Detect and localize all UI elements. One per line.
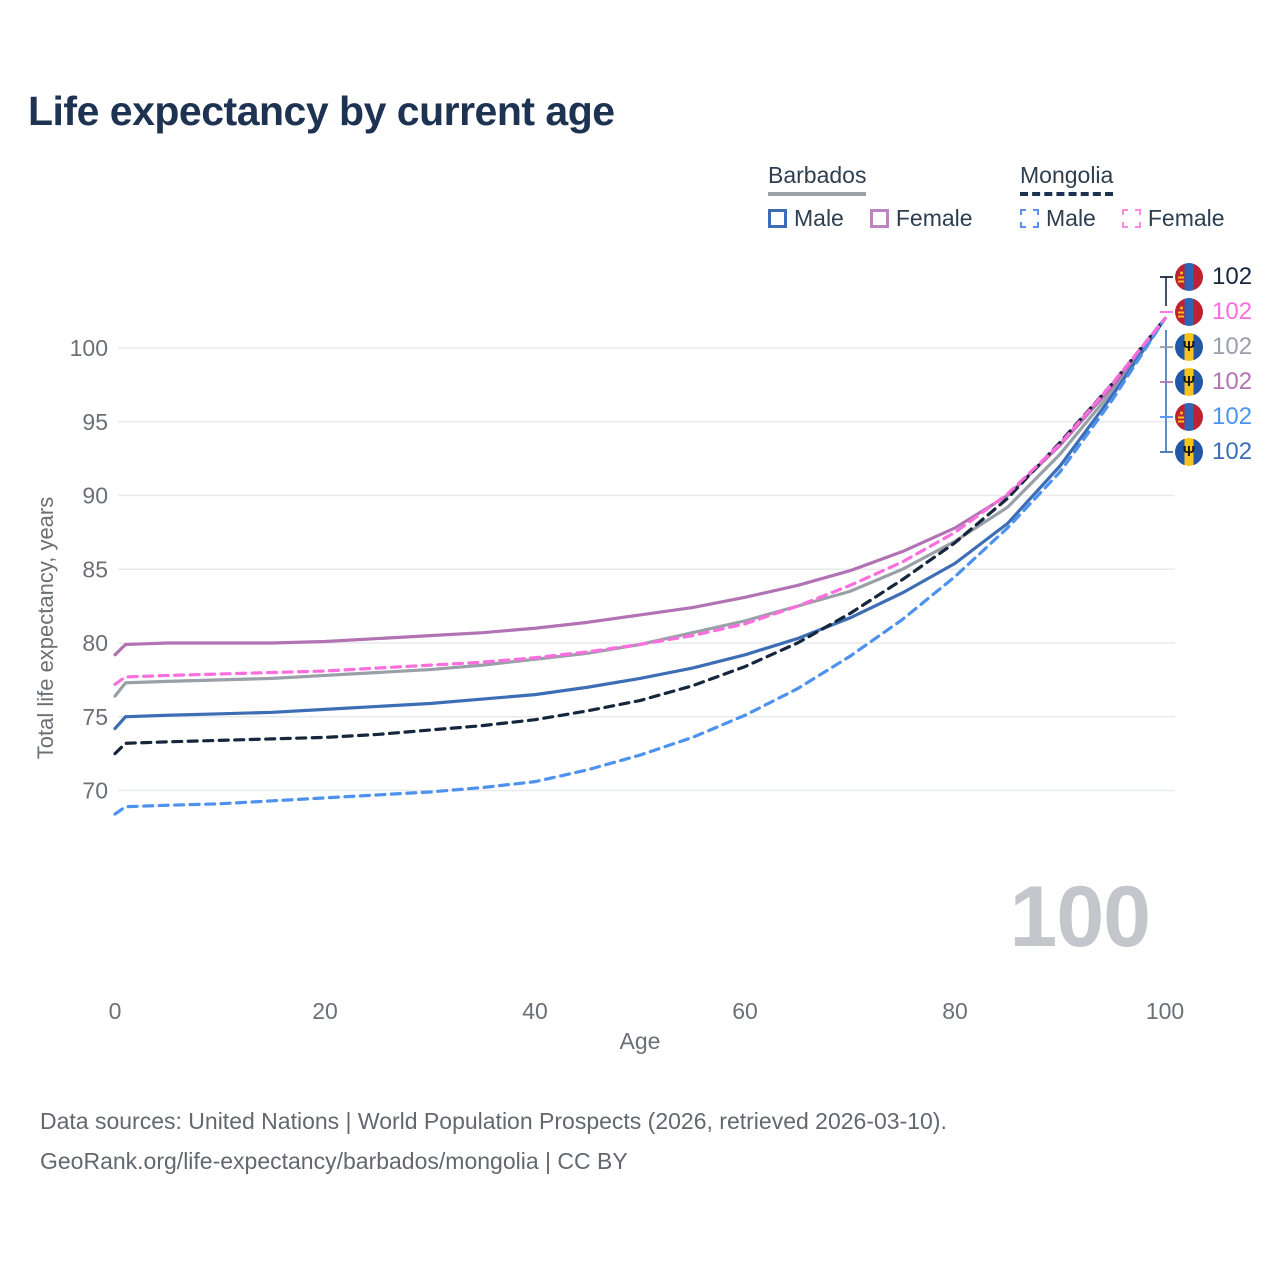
barbados-flag-icon: Ψ <box>1175 368 1203 396</box>
mongolia-flag-icon: Ψ <box>1175 403 1203 431</box>
x-tick-label: 20 <box>312 998 338 1024</box>
y-tick-label: 75 <box>82 704 108 730</box>
x-tick-label: 40 <box>522 998 548 1024</box>
trident-icon: Ψ <box>1182 443 1196 461</box>
mongolia-flag-icon: Ψ <box>1175 298 1203 326</box>
soyombo-icon <box>1178 306 1184 318</box>
end-label-barbados-total: Ψ 102 <box>1175 332 1252 362</box>
x-tick-label: 100 <box>1146 998 1184 1024</box>
y-tick-label: 80 <box>82 630 108 656</box>
legend-group-barbados: Barbados Male Female <box>768 162 973 232</box>
legend-item-barbados-male[interactable]: Male <box>768 205 844 232</box>
legend-label: Female <box>895 205 973 231</box>
end-label-value: 102 <box>1212 333 1253 360</box>
legend-item-mongolia-male[interactable]: Male <box>1020 205 1096 232</box>
mongolia-flag-icon: Ψ <box>1175 263 1203 291</box>
y-tick-label: 100 <box>70 335 108 361</box>
x-tick-label: 80 <box>942 998 968 1024</box>
legend-header-barbados[interactable]: Barbados <box>768 162 867 196</box>
legend-group-mongolia: Mongolia Male Female <box>1020 162 1225 232</box>
series-line-barbados-female[interactable] <box>113 316 1167 657</box>
end-label-value: 102 <box>1212 298 1253 325</box>
end-label-value: 102 <box>1212 403 1253 430</box>
attribution-text[interactable]: GeoRank.org/life-expectancy/barbados/mon… <box>40 1148 628 1174</box>
end-label-mongolia-male: Ψ 102 <box>1175 402 1252 432</box>
end-label-mongolia-total: Ψ 102 <box>1175 262 1252 292</box>
page-title: Life expectancy by current age <box>28 88 615 134</box>
x-axis-title: Age <box>619 1028 661 1054</box>
barbados-female-swatch-icon <box>869 209 889 228</box>
y-tick-label: 95 <box>82 409 108 435</box>
y-tick-label: 90 <box>82 483 108 509</box>
barbados-male-swatch-icon <box>768 209 787 228</box>
legend-item-barbados-female[interactable]: Female <box>869 205 973 232</box>
end-label-value: 102 <box>1212 263 1253 290</box>
end-label-value: 102 <box>1212 438 1253 465</box>
legend-item-mongolia-female[interactable]: Female <box>1121 205 1225 232</box>
mongolia-female-swatch-icon <box>1121 209 1141 228</box>
trident-icon: Ψ <box>1182 338 1196 356</box>
y-axis-title: Total life expectancy, years <box>33 496 58 760</box>
end-label-value: 102 <box>1212 368 1253 395</box>
barbados-flag-icon: Ψ <box>1175 438 1203 466</box>
y-tick-label: 85 <box>82 556 108 582</box>
legend-label: Male <box>794 205 844 231</box>
soyombo-icon <box>1178 411 1184 423</box>
series-line-barbados-male[interactable] <box>113 316 1167 731</box>
soyombo-icon <box>1178 271 1184 283</box>
end-label-mongolia-female: Ψ 102 <box>1175 297 1252 327</box>
age-watermark: 100 <box>1009 869 1151 965</box>
y-tick-label: 70 <box>82 778 108 804</box>
legend-label: Male <box>1046 205 1096 231</box>
legend-label: Female <box>1147 205 1225 231</box>
barbados-flag-icon: Ψ <box>1175 333 1203 361</box>
x-tick-label: 60 <box>732 998 758 1024</box>
data-sources-text: Data sources: United Nations | World Pop… <box>40 1108 947 1134</box>
series-line-mongolia-male[interactable] <box>113 316 1167 816</box>
series-line-mongolia-female[interactable] <box>113 316 1167 686</box>
end-label-barbados-female: Ψ 102 <box>1175 367 1252 397</box>
series-line-mongolia-total[interactable] <box>113 316 1167 756</box>
x-tick-label: 0 <box>109 998 122 1024</box>
legend-header-mongolia[interactable]: Mongolia <box>1020 162 1114 196</box>
trident-icon: Ψ <box>1182 373 1196 391</box>
series-line-barbados-total[interactable] <box>113 316 1167 698</box>
mongolia-male-swatch-icon <box>1020 209 1039 228</box>
end-label-barbados-male: Ψ 102 <box>1175 437 1252 467</box>
